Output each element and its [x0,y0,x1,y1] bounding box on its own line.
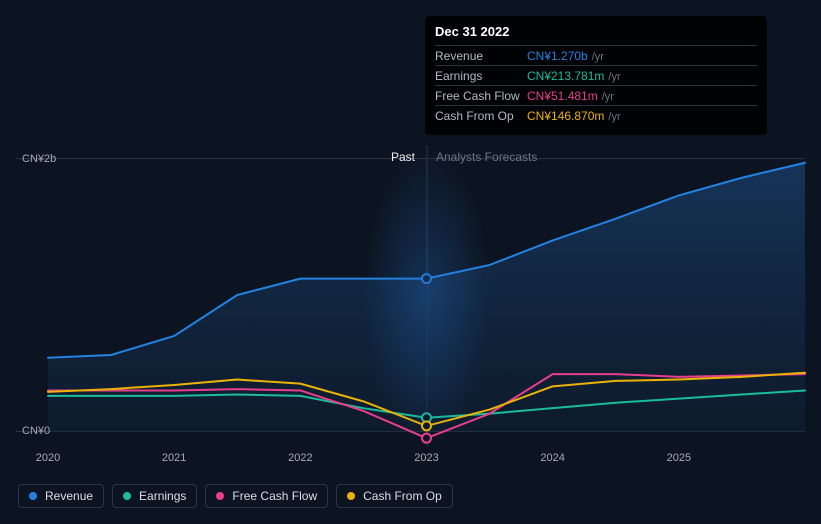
legend-dot [216,492,224,500]
legend-label: Free Cash Flow [232,489,317,503]
legend-dot [29,492,37,500]
legend-dot [123,492,131,500]
tooltip-row: Cash From OpCN¥146.870m/yr [435,105,757,125]
x-axis-tick: 2021 [162,452,186,464]
x-axis-tick: 2022 [288,452,312,464]
tooltip-row: RevenueCN¥1.270b/yr [435,45,757,65]
legend: Revenue Earnings Free Cash Flow Cash From O… [18,484,453,508]
y-axis-tick: CN¥0 [22,425,50,437]
legend-item-cfo[interactable]: Cash From Op [336,484,453,508]
x-axis-tick: 2023 [414,452,438,464]
tooltip-date: Dec 31 2022 [435,24,757,39]
x-axis-tick: 2024 [540,452,564,464]
legend-label: Cash From Op [363,489,442,503]
legend-item-fcf[interactable]: Free Cash Flow [205,484,328,508]
tooltip-row: EarningsCN¥213.781m/yr [435,65,757,85]
legend-label: Revenue [45,489,93,503]
legend-item-revenue[interactable]: Revenue [18,484,104,508]
data-tooltip: Dec 31 2022 RevenueCN¥1.270b/yrEarningsC… [425,16,767,135]
x-axis-tick: 2025 [667,452,691,464]
past-section-label: Past [391,150,415,164]
y-axis-tick: CN¥2b [22,153,56,165]
forecast-section-label: Analysts Forecasts [436,150,537,164]
legend-label: Earnings [139,489,186,503]
legend-dot [347,492,355,500]
x-axis-tick: 2020 [36,452,60,464]
tooltip-row: Free Cash FlowCN¥51.481m/yr [435,85,757,105]
legend-item-earnings[interactable]: Earnings [112,484,197,508]
